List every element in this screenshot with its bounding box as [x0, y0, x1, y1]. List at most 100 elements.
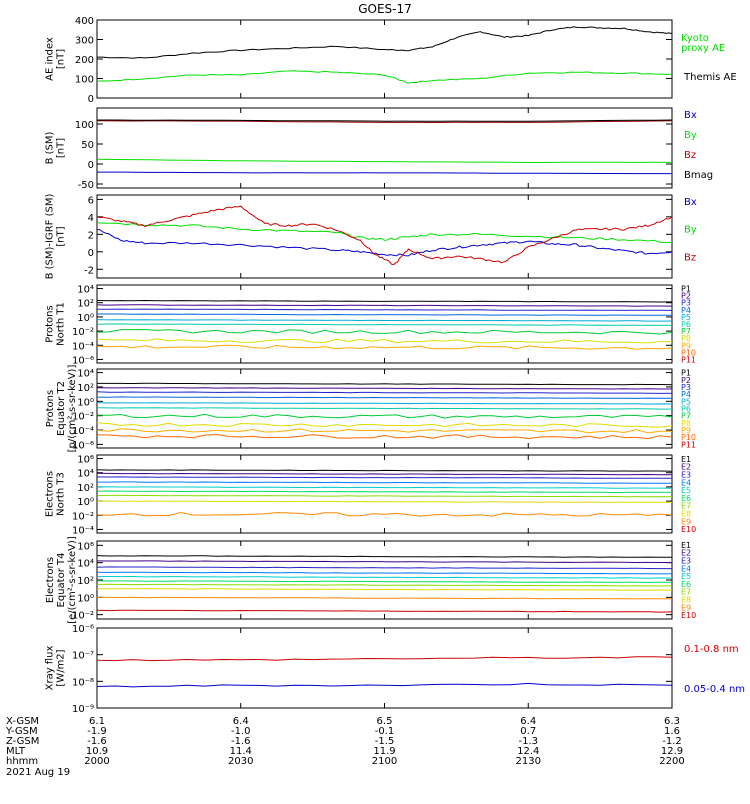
legend-entry: E5: [681, 572, 691, 581]
legend-entry: 0.05-0.4 nm: [684, 684, 745, 695]
y-tick-label: 10⁻⁴: [72, 525, 94, 536]
footer-date: 2021 Aug 19: [6, 767, 70, 778]
y-tick-label: 10⁰: [77, 497, 94, 508]
legend-entry: P6: [681, 405, 691, 414]
legend-entry: proxy AE: [681, 43, 725, 54]
y-tick-label: 10⁶: [77, 455, 94, 466]
footer-value: 0.7: [520, 726, 536, 737]
y-axis-label: [nT]: [56, 138, 67, 158]
legend-entry: P11: [681, 440, 696, 449]
legend-entry: By: [684, 130, 697, 141]
footer-value: 2130: [516, 756, 541, 767]
panel-frame: [96, 627, 673, 709]
y-tick-label: 6: [88, 195, 94, 206]
legend-entry: Bx: [684, 197, 697, 208]
legend-entry: E7: [681, 502, 691, 511]
panel-frame: [96, 194, 673, 279]
footer-value: 2000: [84, 756, 109, 767]
y-tick-label: -50: [78, 180, 94, 191]
y-tick-label: 10²: [77, 576, 94, 587]
series-line-0-05-0-4-nm: [97, 682, 672, 688]
footer-value: 2030: [228, 756, 253, 767]
y-tick-label: 10⁻⁴: [72, 341, 94, 352]
legend-entry: E10: [681, 611, 696, 620]
y-tick-label: 10⁴: [77, 369, 94, 380]
y-tick-label: 0: [88, 94, 94, 105]
channel-line-e5: [97, 486, 672, 489]
y-axis-label: Equator T4: [56, 553, 67, 608]
series-line-by: [97, 222, 672, 244]
footer-value: -0.1: [375, 726, 395, 737]
y-axis-label: B (SM)-IGRF (SM): [45, 194, 56, 280]
y-axis-label: Protons: [45, 305, 56, 342]
channel-line-p1: [97, 382, 672, 386]
channel-line-p6: [97, 323, 672, 326]
legend-entry: E4: [681, 564, 691, 573]
footer-value: -1.2: [662, 736, 682, 747]
channel-line-p2: [97, 387, 672, 390]
footer-value: 11.4: [230, 746, 252, 757]
y-tick-label: 4: [88, 213, 94, 224]
y-tick-label: 10⁻⁶: [72, 440, 94, 451]
y-axis-label: AE index: [45, 37, 56, 81]
footer-value: 1.6: [664, 726, 680, 737]
legend-entry: Bx: [684, 110, 697, 121]
series-line-by: [97, 158, 672, 163]
legend-entry: E1: [681, 541, 691, 550]
y-tick-label: 10²: [77, 299, 94, 310]
y-axis-label: Xray flux: [45, 646, 56, 691]
panel-frame: [96, 19, 673, 99]
footer-row-label: Z-GSM: [6, 736, 39, 747]
legend-entry: E9: [681, 603, 691, 612]
y-axis-label: North T3: [56, 472, 67, 516]
channel-line-e1: [97, 555, 672, 558]
legend-entry: P7: [681, 412, 691, 421]
footer-row-label: X-GSM: [6, 716, 39, 727]
footer-value: 12.4: [517, 746, 539, 757]
series-group: [97, 382, 672, 440]
legend-entry: P2: [681, 376, 691, 385]
series-line-kyoto-proxy-ae: [97, 70, 672, 84]
y-tick-label: 10⁻⁶: [72, 624, 94, 635]
y-tick-label: -2: [84, 265, 94, 276]
y-axis-label: [nT]: [56, 226, 67, 246]
legend-entry: P8: [681, 334, 691, 343]
channel-line-p9: [97, 344, 672, 350]
y-tick-label: 10⁶: [77, 541, 94, 552]
y-tick-label: 10⁴: [77, 469, 94, 480]
series-group: [97, 205, 672, 265]
channel-line-e7: [97, 583, 672, 587]
y-tick-label: 10²: [77, 383, 94, 394]
legend-entry: P10: [681, 348, 696, 357]
footer-value: 2200: [659, 756, 684, 767]
y-tick-label: 50: [81, 140, 94, 151]
legend-entry: Bz: [684, 150, 696, 161]
footer-value: 12.9: [661, 746, 683, 757]
legend-entry: E3: [681, 471, 691, 480]
channel-line-p4: [97, 396, 672, 399]
legend-entry: E1: [681, 455, 691, 464]
legend-entry: E5: [681, 486, 691, 495]
legend-entry: P4: [681, 390, 691, 399]
series-group: [97, 299, 672, 350]
channel-line-e1: [97, 469, 672, 472]
channel-line-p5: [97, 319, 672, 322]
footer-value: -1.5: [375, 736, 395, 747]
legend-entry: P6: [681, 320, 691, 329]
legend-entry: E3: [681, 557, 691, 566]
legend-entry: P8: [681, 419, 691, 428]
y-tick-label: 10⁴: [77, 559, 94, 570]
y-axis-label: North T1: [56, 302, 67, 346]
y-tick-label: 100: [75, 120, 94, 131]
y-axis-label: Electrons: [45, 471, 56, 517]
legend-entry: P4: [681, 306, 691, 315]
y-tick-label: 10⁰: [77, 397, 94, 408]
channel-line-e5: [97, 575, 672, 579]
legend-entry: P1: [681, 285, 691, 294]
footer-value: 10.9: [86, 746, 108, 757]
panel-b_igrf: -2 0 2 4 6 B (SM)-IGRF (SM) [nT] Bx By Bz: [45, 194, 697, 280]
y-tick-label: 10⁰: [77, 313, 94, 324]
footer-value: -1.0: [231, 726, 251, 737]
